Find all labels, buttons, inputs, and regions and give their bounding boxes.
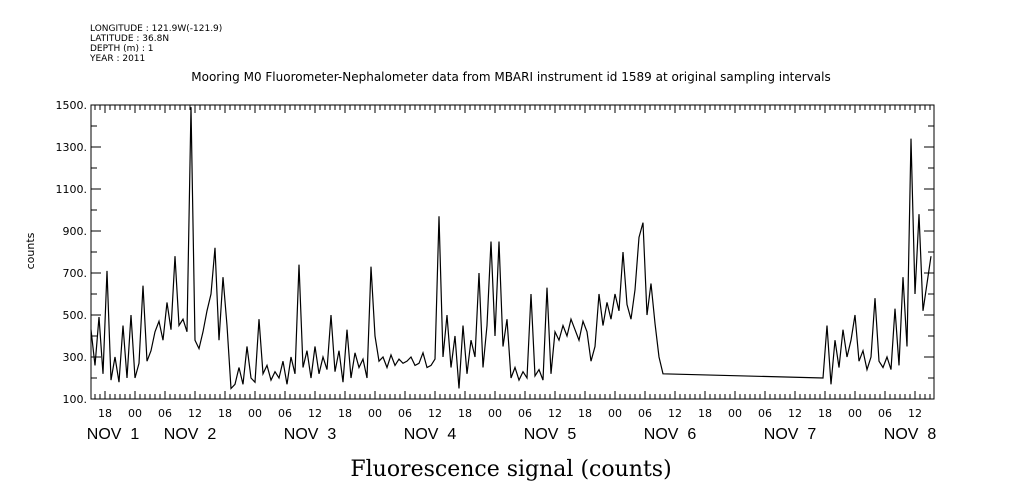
- metadata-header: LONGITUDE : 121.9W(-121.9) LATITUDE : 36…: [89, 24, 222, 64]
- y-tick-label: 500.: [63, 309, 88, 322]
- y-tick-label: 1100.: [56, 183, 88, 196]
- x-date-label: NOV 5: [524, 426, 577, 443]
- x-tick-label: 00: [248, 407, 262, 420]
- x-tick-label: 18: [458, 407, 472, 420]
- x-tick-label: 06: [878, 407, 892, 420]
- x-tick-label: 06: [158, 407, 172, 420]
- x-date-label: NOV 4: [404, 426, 457, 443]
- depth-label: DEPTH (m) : 1: [90, 44, 153, 54]
- x-tick-label: 06: [638, 407, 652, 420]
- latitude-label: LATITUDE : 36.8N: [90, 34, 169, 44]
- x-tick-label: 00: [368, 407, 382, 420]
- x-tick-label: 18: [818, 407, 832, 420]
- y-tick-label: 900.: [63, 225, 88, 238]
- x-date-label: NOV 8: [884, 426, 937, 443]
- x-date-label: NOV 6: [644, 426, 697, 443]
- y-tick-label: 1500.: [56, 99, 88, 112]
- x-tick-label: 06: [398, 407, 412, 420]
- x-date-label: NOV 2: [164, 426, 217, 443]
- x-tick-label: 00: [488, 407, 502, 420]
- plot-frame: [90, 104, 935, 400]
- x-date-label: NOV 3: [284, 426, 337, 443]
- y-tick-label: 700.: [63, 267, 88, 280]
- x-tick-label: 12: [668, 407, 682, 420]
- x-tick-label: 18: [578, 407, 592, 420]
- series-line-fluorescence: [90, 107, 932, 390]
- x-tick-label: 00: [848, 407, 862, 420]
- x-tick-label: 12: [308, 407, 322, 420]
- x-tick-label: 00: [128, 407, 142, 420]
- x-tick-label: 00: [728, 407, 742, 420]
- x-tick-label: 12: [788, 407, 802, 420]
- x-tick-label: 12: [548, 407, 562, 420]
- x-tick-label: 06: [758, 407, 772, 420]
- x-tick-label: 18: [218, 407, 232, 420]
- x-tick-label: 18: [98, 407, 112, 420]
- axes: 100. 300. 500. 700. 900. 1100. 1300. 1500. 18 00 0…: [56, 99, 937, 443]
- x-tick-label: 18: [698, 407, 712, 420]
- y-axis-label: counts: [24, 232, 37, 269]
- y-tick-label: 100.: [63, 393, 88, 406]
- y-tick-label: 1300.: [56, 141, 88, 154]
- data-lines: [90, 107, 932, 390]
- chart-title: Mooring M0 Fluorometer-Nephalometer data…: [191, 70, 831, 84]
- x-tick-label: 06: [518, 407, 532, 420]
- x-tick-label: 00: [608, 407, 622, 420]
- x-tick-label: 18: [338, 407, 352, 420]
- x-tick-label: 12: [188, 407, 202, 420]
- x-tick-label: 06: [278, 407, 292, 420]
- longitude-label: LONGITUDE : 121.9W(-121.9): [90, 24, 222, 34]
- x-date-label: NOV 7: [764, 426, 817, 443]
- x-tick-label: 12: [428, 407, 442, 420]
- x-date-label: NOV 1: [87, 426, 140, 443]
- x-axis-label: Fluorescence signal (counts): [350, 457, 671, 482]
- x-tick-label: 12: [908, 407, 922, 420]
- year-label: YEAR : 2011: [89, 54, 145, 64]
- y-tick-label: 300.: [63, 351, 88, 364]
